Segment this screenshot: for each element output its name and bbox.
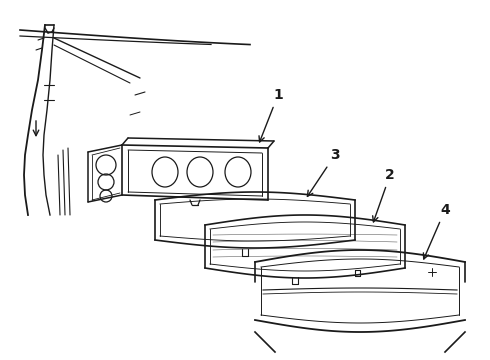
Text: 4: 4 (423, 203, 450, 259)
Text: 2: 2 (373, 168, 395, 222)
Text: 1: 1 (259, 88, 283, 142)
Text: 3: 3 (307, 148, 340, 197)
